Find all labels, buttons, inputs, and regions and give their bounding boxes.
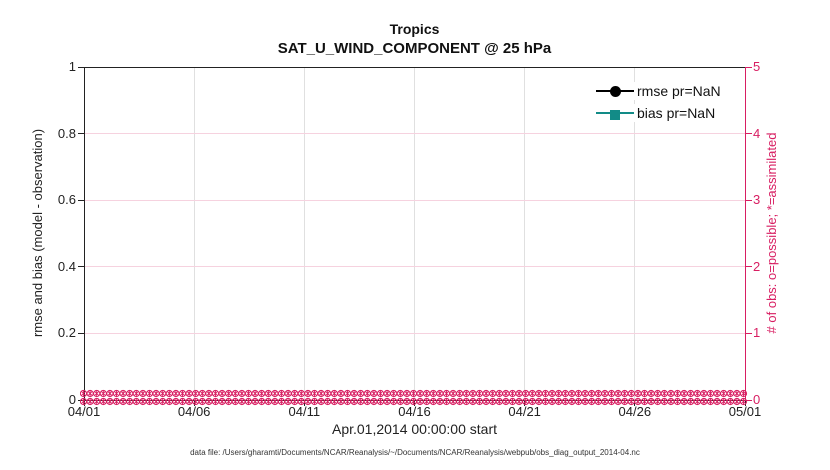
legend-entry-bias: bias pr=NaN [596, 104, 716, 122]
legend-label-rmse: rmse pr=NaN [637, 83, 721, 99]
right-y-tick-mark [746, 66, 752, 68]
left-y-tick-mark [78, 266, 84, 268]
x-tick-mark [83, 401, 85, 406]
x-gridline [303, 67, 305, 400]
x-tick-label: 04/11 [288, 404, 321, 419]
right-y-tick-mark [746, 199, 752, 201]
right-y-tick-label: 0 [753, 392, 761, 407]
left-y-tick-label: 0.2 [57, 325, 76, 341]
y-gridline [85, 332, 745, 334]
legend-entry-rmse: rmse pr=NaN [596, 82, 721, 100]
obs-count-marker-band [80, 389, 748, 406]
x-tick-mark [303, 401, 305, 406]
right-y-tick-mark [746, 266, 752, 268]
x-gridline [634, 67, 636, 400]
x-gridline [193, 67, 195, 400]
legend-label-bias: bias pr=NaN [637, 105, 716, 121]
x-gridline [414, 67, 415, 400]
x-gridline [524, 67, 526, 400]
left-y-tick-label: 0 [68, 392, 76, 407]
left-y-tick-mark [78, 133, 84, 135]
left-y-tick-mark [78, 332, 84, 334]
right-y-tick-label: 5 [753, 59, 761, 74]
right-y-tick-mark [746, 133, 752, 135]
x-tick-label: 04/21 [508, 404, 541, 419]
bias-line-sample [596, 110, 634, 120]
right-y-axis-label: # of obs: o=possible; *=assimilated [764, 132, 779, 334]
right-y-tick-mark [746, 332, 752, 334]
left-y-tick-label: 1 [68, 59, 76, 74]
right-y-tick-label: 2 [753, 258, 761, 274]
right-y-tick-label: 4 [753, 125, 761, 141]
x-tick-label: 04/26 [618, 404, 652, 419]
x-tick-label: 04/16 [398, 404, 431, 419]
axis-spine-top [84, 67, 746, 68]
right-y-tick-label: 3 [753, 192, 761, 208]
x-tick-label: 04/01 [67, 404, 101, 419]
left-y-axis-label: rmse and bias (model - observation) [30, 128, 45, 338]
left-y-tick-mark [78, 199, 84, 201]
x-tick-label: 05/01 [728, 404, 762, 419]
x-axis-label: Apr.01,2014 00:00:00 start [331, 421, 497, 437]
left-y-tick-label: 0.6 [57, 192, 76, 208]
axis-spine-left [84, 67, 85, 401]
x-tick-mark [414, 401, 415, 406]
plot-region-title: Tropics [389, 21, 440, 37]
left-y-tick-label: 0.4 [57, 258, 76, 274]
x-tick-mark [524, 401, 526, 406]
data-file-footnote: data file: /Users/gharamti/Documents/NCA… [190, 448, 640, 457]
right-y-tick-mark [746, 399, 752, 401]
rmse-circle-marker-icon [610, 86, 621, 97]
axis-spine-right [745, 67, 746, 401]
bias-square-marker-icon [610, 110, 620, 120]
y-gridline [85, 133, 745, 135]
y-gridline [85, 199, 745, 201]
x-tick-mark [634, 401, 636, 406]
left-y-tick-label: 0.8 [57, 125, 76, 141]
x-tick-label: 04/06 [177, 404, 211, 419]
rmse-line-sample [596, 86, 634, 97]
plot-variable-title: SAT_U_WIND_COMPONENT @ 25 hPa [277, 40, 552, 57]
left-y-tick-mark [78, 66, 84, 68]
y-gridline [85, 266, 745, 268]
right-y-tick-label: 1 [753, 325, 761, 341]
